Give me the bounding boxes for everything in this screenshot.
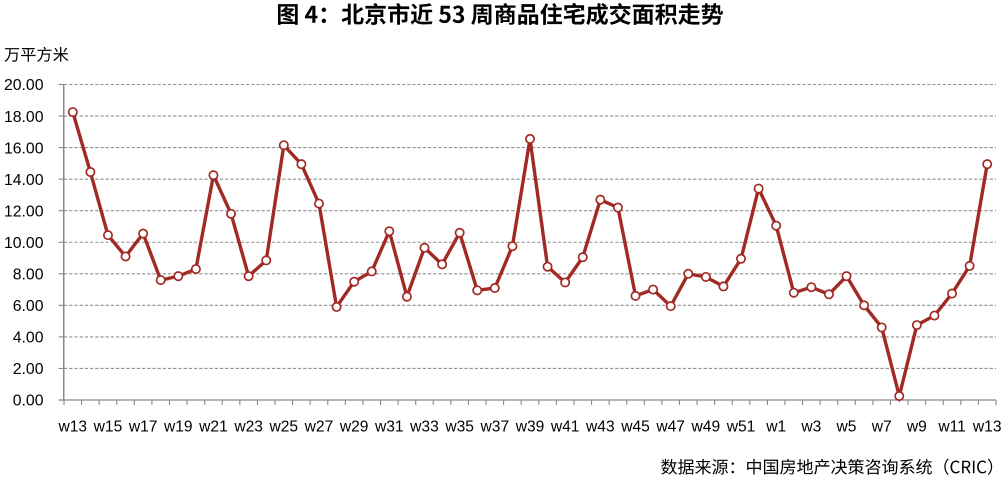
svg-text:16.00: 16.00 <box>4 140 44 157</box>
svg-text:w51: w51 <box>726 419 756 436</box>
svg-text:w47: w47 <box>655 419 685 436</box>
svg-text:w13: w13 <box>972 419 1002 436</box>
svg-text:w35: w35 <box>444 419 474 436</box>
svg-text:w25: w25 <box>269 419 299 436</box>
svg-text:w29: w29 <box>339 419 369 436</box>
svg-text:w5: w5 <box>836 419 857 436</box>
svg-text:w21: w21 <box>198 419 228 436</box>
svg-text:w9: w9 <box>906 419 927 436</box>
svg-text:10.00: 10.00 <box>4 235 44 252</box>
svg-text:6.00: 6.00 <box>13 298 44 315</box>
svg-text:w17: w17 <box>128 419 158 436</box>
svg-text:14.00: 14.00 <box>4 172 44 189</box>
svg-text:w31: w31 <box>374 419 404 436</box>
svg-text:w3: w3 <box>800 419 821 436</box>
svg-text:w7: w7 <box>871 419 892 436</box>
svg-text:w1: w1 <box>765 419 786 436</box>
svg-text:w15: w15 <box>93 419 123 436</box>
svg-text:0.00: 0.00 <box>13 393 44 410</box>
svg-text:w33: w33 <box>409 419 439 436</box>
svg-text:12.00: 12.00 <box>4 203 44 220</box>
svg-text:w39: w39 <box>515 419 545 436</box>
svg-text:w13: w13 <box>57 419 87 436</box>
svg-text:18.00: 18.00 <box>4 109 44 126</box>
svg-text:w27: w27 <box>304 419 334 436</box>
svg-text:4.00: 4.00 <box>13 330 44 347</box>
svg-text:w45: w45 <box>620 419 650 436</box>
svg-text:w37: w37 <box>480 419 510 436</box>
svg-text:w41: w41 <box>550 419 580 436</box>
svg-text:2.00: 2.00 <box>13 361 44 378</box>
svg-text:w11: w11 <box>937 419 965 436</box>
svg-text:w43: w43 <box>585 419 615 436</box>
svg-text:w19: w19 <box>163 419 193 436</box>
svg-text:8.00: 8.00 <box>13 267 44 284</box>
svg-text:w49: w49 <box>691 419 721 436</box>
svg-text:20.00: 20.00 <box>4 77 44 94</box>
svg-text:w23: w23 <box>233 419 263 436</box>
